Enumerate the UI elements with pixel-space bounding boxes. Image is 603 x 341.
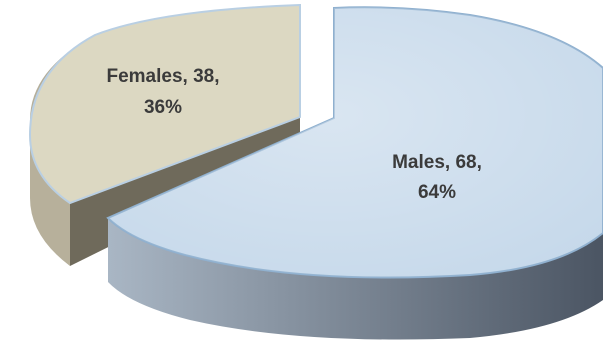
slice-females-top — [28, 3, 301, 205]
slice-males: Males, 68, 64% — [106, 6, 603, 340]
slice-label-females-line1: Females, 38, — [106, 66, 219, 87]
slice-label-females-line2: 36% — [144, 97, 182, 118]
slice-males-highlight — [108, 7, 603, 278]
slice-females-outer-wall — [30, 135, 70, 266]
slice-label-males-line2: 64% — [418, 182, 456, 203]
slice-label-males-line1: Males, 68, — [392, 152, 482, 173]
slice-males-side — [108, 218, 603, 340]
